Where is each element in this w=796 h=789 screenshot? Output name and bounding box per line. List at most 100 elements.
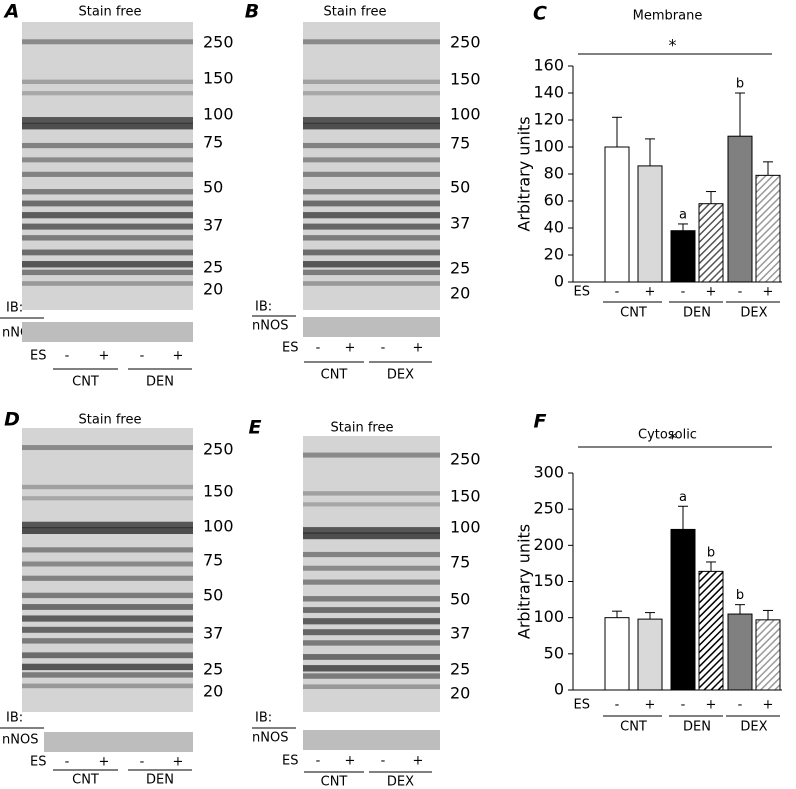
- y-tick-label: 20: [544, 245, 564, 264]
- group-label: CNT: [620, 720, 647, 735]
- gel-band: [303, 607, 440, 613]
- marker-label: 75: [450, 134, 470, 153]
- gel-title: Stain free: [331, 421, 394, 436]
- gel-band: [303, 596, 440, 602]
- lane-sign: -: [381, 754, 386, 769]
- gel-band: [22, 663, 193, 671]
- gel-band: [22, 142, 193, 149]
- gel-band: [303, 527, 440, 534]
- protein-label: nNOS: [252, 319, 288, 334]
- lane-sign: +: [173, 349, 184, 364]
- panel-letter: D: [4, 409, 20, 431]
- gel-band: [22, 91, 193, 96]
- marker-label: 25: [203, 258, 223, 277]
- gel-band: [22, 592, 193, 599]
- bar-annotation: b: [736, 77, 744, 92]
- blot-label: IB:: [255, 300, 272, 315]
- y-tick-label: 60: [544, 191, 564, 210]
- gel-band: [22, 521, 193, 529]
- marker-label: 20: [203, 280, 223, 299]
- marker-label: 250: [203, 33, 234, 52]
- gel-band: [303, 79, 440, 84]
- marker-label: 150: [203, 69, 234, 88]
- marker-label: 25: [450, 660, 470, 679]
- x-tick-label: -: [681, 698, 686, 713]
- marker-label: 37: [203, 624, 223, 643]
- y-axis-label: Arbitrary units: [515, 116, 534, 231]
- blot-strip: [44, 732, 193, 752]
- gel-band: [303, 212, 440, 219]
- group-label: CNT: [72, 773, 99, 788]
- gel-band: [303, 640, 440, 646]
- bar: [670, 528, 696, 691]
- bar-annotation: a: [679, 207, 687, 222]
- y-tick-label: 300: [533, 463, 564, 482]
- gel-band: [22, 117, 193, 124]
- lane-sign: -: [316, 754, 321, 769]
- gel-band: [303, 157, 440, 163]
- x-tick-label: -: [615, 285, 620, 300]
- y-tick-label: 80: [544, 164, 564, 183]
- x-tick-label: +: [706, 698, 717, 713]
- gel-band: [22, 122, 193, 130]
- lane-sign: -: [140, 755, 145, 770]
- gel-band: [22, 547, 193, 553]
- group-label: DEN: [146, 773, 174, 788]
- y-tick-label: 100: [533, 607, 564, 626]
- y-tick-label: 140: [533, 83, 564, 102]
- gel-band: [303, 281, 440, 286]
- gel-band: [22, 249, 193, 256]
- gel-band: [22, 484, 193, 490]
- gel-band: [303, 502, 440, 507]
- gel-band: [22, 261, 193, 268]
- marker-label: 25: [450, 259, 470, 278]
- marker-label: 100: [203, 105, 234, 124]
- gel-band: [303, 452, 440, 458]
- row-label: ES: [574, 698, 590, 713]
- gel-band: [22, 626, 193, 633]
- gel-band: [303, 39, 440, 45]
- bar: [755, 174, 781, 283]
- gel-band: [303, 269, 440, 276]
- gel-band: [303, 673, 440, 679]
- gel-band: [22, 223, 193, 230]
- lane-sign: +: [99, 755, 110, 770]
- lane-sign: +: [99, 349, 110, 364]
- marker-label: 25: [203, 660, 223, 679]
- gel-band: [22, 496, 193, 501]
- group-label: DEX: [740, 720, 767, 735]
- bar: [670, 230, 696, 283]
- y-tick-label: 200: [533, 535, 564, 554]
- gel-band: [303, 142, 440, 149]
- group-label: DEN: [146, 375, 174, 390]
- gel-band: [303, 629, 440, 636]
- gel-band: [303, 551, 440, 558]
- bar-annotation: b: [707, 545, 715, 560]
- marker-label: 100: [450, 105, 481, 124]
- marker-label: 50: [203, 178, 223, 197]
- gel-band: [22, 527, 193, 534]
- lane-sign: +: [345, 341, 356, 356]
- lane-sign: -: [316, 341, 321, 356]
- lane-sign: +: [413, 341, 424, 356]
- gel-title: Stain free: [79, 5, 142, 20]
- gel-band: [303, 665, 440, 672]
- panel-letter: C: [533, 3, 547, 25]
- bar-annotation: b: [736, 588, 744, 603]
- group-label: CNT: [620, 306, 647, 321]
- gel-band: [22, 189, 193, 195]
- protein-label: nNOS: [252, 731, 288, 746]
- y-tick-label: 120: [533, 110, 564, 129]
- gel-band: [22, 212, 193, 219]
- gel-band: [303, 189, 440, 195]
- gel-band: [22, 604, 193, 610]
- marker-label: 37: [203, 216, 223, 235]
- marker-label: 50: [450, 178, 470, 197]
- gel-band: [303, 122, 440, 130]
- gel-band: [303, 223, 440, 230]
- gel-band: [303, 171, 440, 177]
- group-label: CNT: [321, 368, 348, 383]
- gel-band: [303, 249, 440, 256]
- marker-label: 75: [203, 551, 223, 570]
